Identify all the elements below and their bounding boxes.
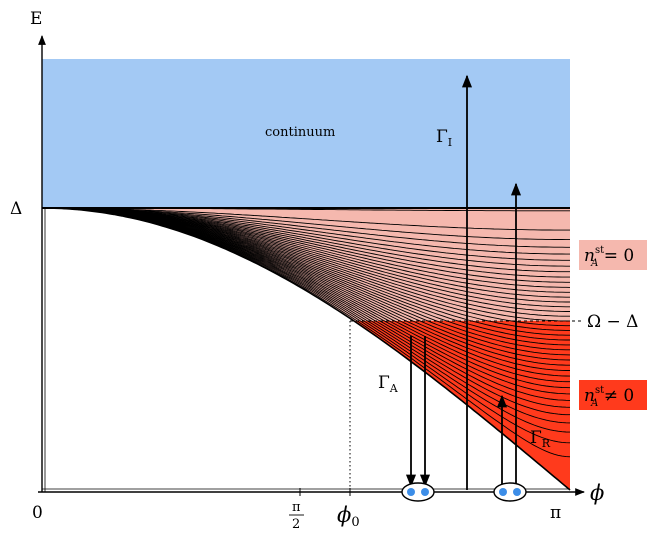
gamma-a-label: ΓA: [378, 373, 399, 395]
quasiparticle-pair-right: [493, 482, 527, 502]
gamma-i-label: ΓI: [436, 127, 452, 149]
x-axis-label: ϕ: [590, 481, 604, 505]
gap-label: Δ: [10, 199, 22, 219]
n-nonzero-label-box: [579, 380, 647, 410]
y-axis-label: E: [30, 9, 42, 29]
n-zero-label: nst A = 0: [584, 245, 634, 269]
pi-half-denominator: 2: [292, 517, 300, 529]
origin-label: 0: [32, 503, 43, 523]
continuum-label: continuum: [265, 125, 335, 140]
below-envelope-region: [42, 208, 570, 490]
quasiparticle-dot: [513, 488, 521, 496]
phi0-label: ϕ0: [337, 503, 360, 529]
quasiparticle-dot: [421, 488, 429, 496]
pi-label: π: [550, 503, 561, 523]
quasiparticle-dot: [407, 488, 415, 496]
andreev-level-curve: [42, 207, 570, 231]
quasiparticle-dot: [499, 488, 507, 496]
andreev-level-curve: [42, 207, 570, 241]
continuum-region: [42, 59, 570, 208]
n-zero-region: [42, 208, 570, 490]
andreev-level-curve: [42, 207, 571, 491]
pi-half-numerator: π: [292, 500, 301, 515]
n-nonzero-label: nst A ≠ 0: [584, 385, 634, 409]
quasiparticle-pair-left: [401, 482, 435, 502]
n-zero-label-box: [579, 240, 647, 270]
threshold-label: Ω − Δ: [587, 312, 638, 332]
gamma-r-label: ΓR: [530, 428, 551, 450]
